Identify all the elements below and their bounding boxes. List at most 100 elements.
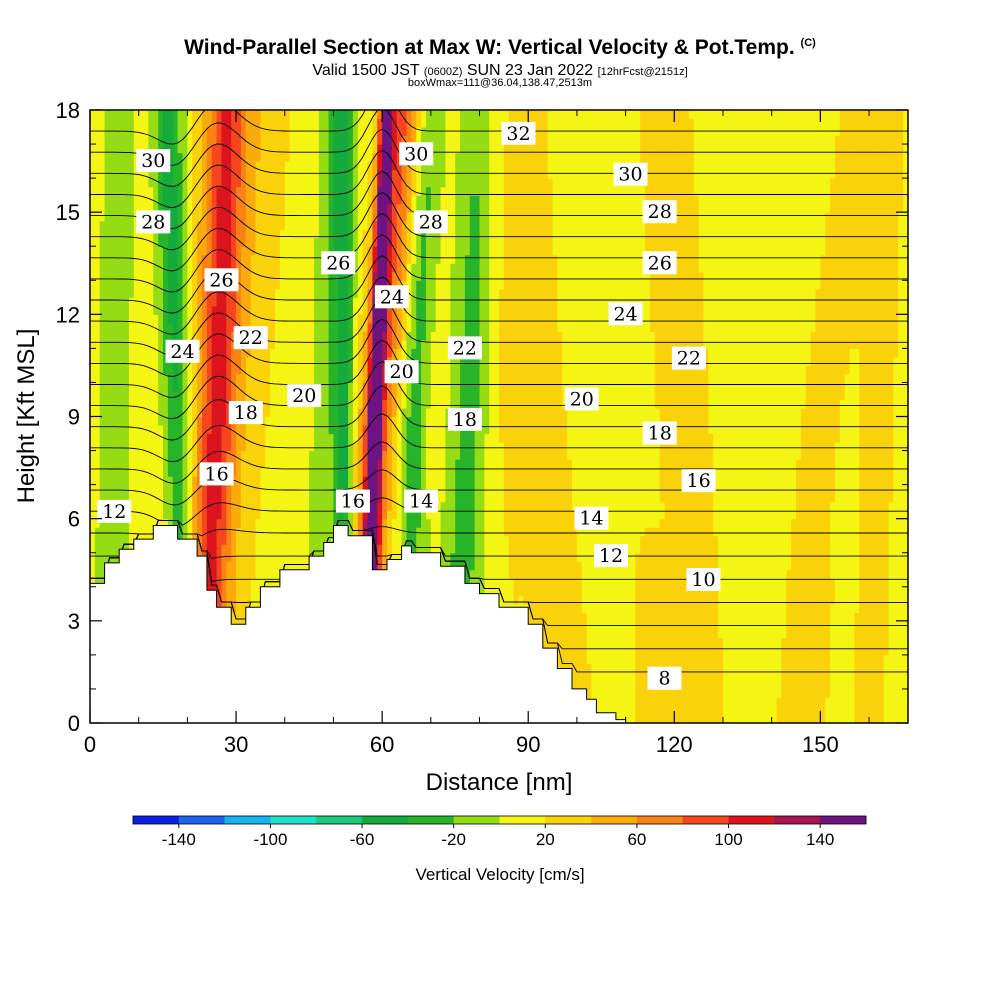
velocity-cell [206, 229, 213, 239]
velocity-cell [226, 237, 232, 247]
velocity-cell [133, 280, 140, 290]
velocity-cell [104, 518, 111, 528]
velocity-cell [90, 510, 96, 520]
velocity-cell [323, 467, 330, 477]
velocity-cell [119, 493, 125, 503]
velocity-cell [362, 203, 369, 213]
velocity-cell [240, 501, 247, 511]
velocity-cell [343, 331, 349, 341]
velocity-cell [343, 161, 349, 171]
velocity-cell [114, 493, 120, 503]
velocity-cell [396, 220, 403, 230]
velocity-cell [333, 297, 339, 307]
velocity-cell [367, 203, 374, 213]
velocity-cell [343, 169, 349, 179]
velocity-cell [163, 314, 169, 324]
velocity-cell [279, 305, 286, 315]
velocity-cell [255, 288, 262, 298]
velocity-cell [352, 271, 359, 281]
velocity-cell [323, 271, 330, 281]
velocity-cell [265, 518, 271, 528]
velocity-cell [362, 144, 369, 154]
velocity-cell [143, 382, 150, 392]
velocity-cell [382, 144, 388, 154]
velocity-cell [289, 288, 296, 298]
velocity-cell [387, 254, 393, 264]
velocity-cell [294, 322, 300, 332]
velocity-cell [382, 518, 388, 528]
velocity-cell [362, 186, 369, 196]
velocity-cell [275, 552, 281, 562]
velocity-cell [90, 348, 96, 358]
velocity-cell [250, 280, 257, 290]
velocity-cell [372, 433, 378, 443]
velocity-cell [270, 229, 276, 239]
velocity-cell [348, 348, 354, 358]
velocity-cell [270, 493, 276, 503]
velocity-cell [240, 186, 247, 196]
velocity-cell [367, 322, 374, 332]
velocity-cell [153, 476, 159, 486]
velocity-cell [231, 586, 237, 596]
velocity-cell [421, 229, 427, 239]
velocity-cell [304, 212, 310, 222]
velocity-cell [250, 356, 257, 367]
velocity-cell [221, 450, 227, 460]
velocity-cell [158, 314, 164, 324]
velocity-cell [138, 365, 145, 375]
velocity-cell [289, 467, 296, 477]
velocity-cell [255, 595, 262, 605]
velocity-cell [391, 331, 398, 341]
velocity-cell [382, 212, 388, 222]
velocity-cell [119, 459, 125, 469]
velocity-cell [401, 314, 408, 324]
velocity-cell [348, 212, 354, 222]
velocity-cell [416, 237, 422, 247]
velocity-cell [396, 135, 403, 145]
velocity-cell [387, 527, 393, 537]
velocity-cell [406, 195, 412, 205]
velocity-cell [99, 297, 106, 307]
velocity-cell [133, 365, 140, 375]
velocity-cell [338, 152, 344, 162]
velocity-cell [333, 399, 339, 409]
velocity-cell [201, 203, 208, 213]
velocity-cell [357, 178, 364, 188]
velocity-cell [250, 442, 257, 452]
velocity-cell [153, 271, 159, 281]
velocity-cell [197, 237, 203, 247]
velocity-cell [187, 322, 193, 332]
velocity-cell [124, 399, 130, 409]
velocity-cell [328, 493, 335, 503]
velocity-cell [211, 493, 218, 503]
velocity-cell [328, 356, 335, 367]
velocity-cell [250, 152, 257, 162]
velocity-cell [338, 229, 344, 239]
velocity-cell [114, 322, 120, 332]
velocity-cell [128, 527, 135, 537]
velocity-cell [323, 161, 330, 171]
velocity-cell [279, 203, 286, 213]
velocity-cell [275, 450, 281, 460]
velocity-cell [352, 416, 359, 426]
velocity-cell [197, 390, 203, 401]
velocity-cell [318, 314, 325, 324]
velocity-cell [299, 433, 305, 443]
velocity-cell [275, 390, 281, 401]
velocity-cell [158, 186, 164, 196]
velocity-cell [382, 271, 388, 281]
velocity-cell [338, 433, 344, 443]
velocity-cell [294, 118, 300, 128]
velocity-cell [104, 493, 111, 503]
velocity-cell [304, 484, 310, 494]
velocity-cell [382, 246, 388, 256]
velocity-cell [216, 425, 223, 435]
velocity-cell [279, 356, 286, 367]
velocity-cell [367, 246, 374, 256]
velocity-cell [372, 220, 378, 230]
velocity-cell [294, 297, 300, 307]
velocity-cell [411, 433, 417, 443]
velocity-cell [382, 237, 388, 247]
velocity-cell [90, 246, 96, 256]
velocity-cell [382, 390, 388, 401]
